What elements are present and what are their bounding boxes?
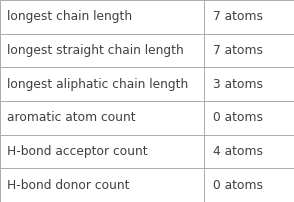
Text: 3 atoms: 3 atoms <box>213 78 263 91</box>
Text: 0 atoms: 0 atoms <box>213 179 263 192</box>
Text: longest aliphatic chain length: longest aliphatic chain length <box>7 78 188 91</box>
Text: aromatic atom count: aromatic atom count <box>7 111 136 124</box>
Text: longest straight chain length: longest straight chain length <box>7 44 184 57</box>
Text: H-bond donor count: H-bond donor count <box>7 179 130 192</box>
Text: 7 atoms: 7 atoms <box>213 44 263 57</box>
Text: 0 atoms: 0 atoms <box>213 111 263 124</box>
Text: 7 atoms: 7 atoms <box>213 10 263 23</box>
Text: 4 atoms: 4 atoms <box>213 145 263 158</box>
Text: longest chain length: longest chain length <box>7 10 133 23</box>
Text: H-bond acceptor count: H-bond acceptor count <box>7 145 148 158</box>
